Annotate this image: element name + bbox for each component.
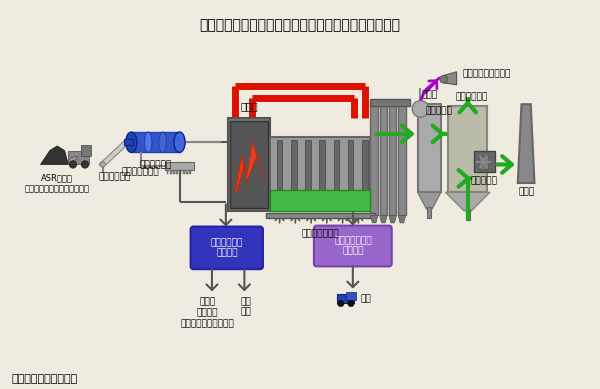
Circle shape	[348, 300, 354, 307]
Text: 冷却スクリュー: 冷却スクリュー	[122, 167, 159, 176]
Text: 飛灰・脱塩残さ
処理装置: 飛灰・脱塩残さ 処理装置	[334, 237, 371, 256]
Bar	[479, 156, 488, 169]
Ellipse shape	[159, 132, 166, 152]
Ellipse shape	[126, 132, 137, 152]
Text: カーボン: カーボン	[197, 308, 218, 317]
Text: 排気塔: 排気塔	[518, 187, 534, 196]
Bar	[186, 170, 188, 174]
Bar	[466, 209, 470, 220]
Bar	[173, 170, 175, 174]
Bar	[124, 139, 133, 145]
Polygon shape	[445, 192, 490, 211]
Circle shape	[81, 161, 89, 168]
Bar	[277, 140, 283, 202]
Polygon shape	[389, 216, 397, 223]
Bar	[228, 118, 271, 211]
Text: ASRヤード
（カーシュレッダーダスト）: ASRヤード （カーシュレッダーダスト）	[25, 174, 89, 193]
Bar	[380, 104, 387, 216]
Bar	[271, 191, 370, 211]
Text: 減温塔: 減温塔	[421, 91, 437, 100]
Polygon shape	[418, 192, 441, 209]
Text: 高温空気加熱器: 高温空気加熱器	[302, 230, 339, 238]
Bar	[176, 170, 178, 174]
Polygon shape	[235, 155, 248, 192]
Bar	[418, 104, 441, 192]
Bar	[81, 145, 91, 156]
Polygon shape	[370, 216, 378, 223]
Bar	[179, 170, 181, 174]
Text: 回収
金属: 回収 金属	[241, 297, 251, 316]
Bar	[370, 104, 378, 216]
Ellipse shape	[145, 132, 152, 152]
Polygon shape	[68, 156, 77, 163]
Bar	[68, 151, 89, 163]
Text: 搬出: 搬出	[360, 294, 371, 303]
Bar	[183, 170, 185, 174]
Text: （電炉の原料・燃料）: （電炉の原料・燃料）	[181, 319, 234, 328]
Text: 熱分解固形物
分別設備: 熱分解固形物 分別設備	[211, 238, 243, 258]
Polygon shape	[443, 72, 457, 85]
Bar	[427, 207, 431, 218]
Bar	[448, 106, 487, 192]
Bar	[271, 137, 370, 211]
Polygon shape	[398, 216, 406, 223]
Circle shape	[100, 162, 106, 167]
Polygon shape	[246, 141, 263, 179]
Text: 熱分解: 熱分解	[199, 297, 215, 306]
Circle shape	[127, 137, 132, 142]
Circle shape	[338, 300, 344, 307]
Bar	[189, 170, 191, 174]
Bar	[164, 162, 194, 170]
Text: 熱分解ドラム: 熱分解ドラム	[139, 160, 172, 169]
Bar	[474, 151, 494, 172]
Text: 蒸気タービン発電機: 蒸気タービン発電機	[462, 69, 511, 78]
Text: 搬送コンベヤ: 搬送コンベヤ	[98, 173, 131, 182]
FancyBboxPatch shape	[191, 226, 263, 269]
Bar	[305, 140, 311, 202]
Bar	[319, 140, 325, 202]
Bar	[170, 170, 172, 174]
Circle shape	[412, 100, 429, 117]
Polygon shape	[99, 139, 133, 165]
Bar	[398, 104, 406, 216]
Bar	[131, 132, 179, 152]
FancyBboxPatch shape	[314, 226, 392, 266]
Bar	[167, 170, 169, 174]
Bar	[389, 104, 397, 216]
Ellipse shape	[174, 132, 185, 152]
Circle shape	[69, 161, 77, 168]
Bar	[337, 294, 354, 303]
Text: 廃熱ボイラ: 廃熱ボイラ	[425, 106, 452, 115]
Bar	[348, 140, 353, 202]
Circle shape	[440, 75, 448, 83]
Bar	[362, 140, 368, 202]
Polygon shape	[380, 216, 387, 223]
Bar	[346, 293, 356, 300]
Polygon shape	[41, 146, 68, 165]
Text: 資料：三井造船（株）: 資料：三井造船（株）	[12, 374, 78, 384]
Text: 誘引送風機: 誘引送風機	[470, 177, 497, 186]
Bar	[230, 121, 268, 208]
Bar	[370, 99, 410, 106]
Polygon shape	[518, 104, 535, 183]
Bar	[334, 140, 339, 202]
Text: 熱焼炉: 熱焼炉	[240, 101, 258, 111]
Text: バグフィルタ: バグフィルタ	[455, 93, 488, 102]
Text: 図４－２－３２　カーシュレッダーダストの炭化技術: 図４－２－３２ カーシュレッダーダストの炭化技術	[199, 18, 401, 32]
Bar	[266, 213, 375, 218]
Bar	[291, 140, 296, 202]
